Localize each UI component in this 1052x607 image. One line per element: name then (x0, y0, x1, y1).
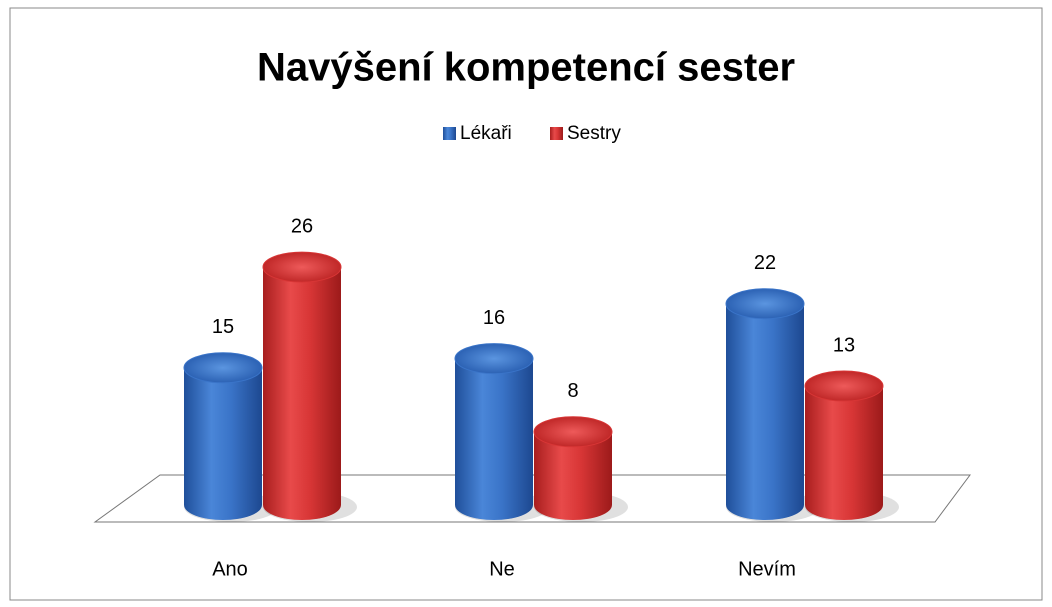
data-label: 8 (567, 380, 578, 402)
bar (184, 367, 262, 520)
bar (805, 386, 883, 520)
data-label: 13 (833, 334, 855, 356)
data-label: 22 (754, 252, 776, 274)
x-tick-label: Ano (212, 558, 248, 580)
bar-top (533, 416, 613, 448)
data-label: 16 (483, 307, 505, 329)
legend-swatch (443, 127, 456, 140)
legend-label: Lékaři (460, 123, 512, 144)
bar-top (183, 352, 263, 384)
bar-top (262, 251, 342, 283)
x-tick-label: Nevím (738, 558, 796, 580)
bar (726, 303, 804, 520)
chart-title: Navýšení kompetencí sester (257, 46, 795, 90)
data-label: 15 (212, 316, 234, 338)
data-label: 26 (291, 215, 313, 237)
bar (455, 358, 533, 520)
legend-swatch (550, 127, 563, 140)
bar-top (725, 288, 805, 320)
bar (534, 431, 612, 520)
bar (263, 267, 341, 520)
bar-top (804, 370, 884, 402)
bar-top (454, 343, 534, 375)
legend-label: Sestry (567, 123, 621, 144)
x-tick-label: Ne (489, 558, 515, 580)
